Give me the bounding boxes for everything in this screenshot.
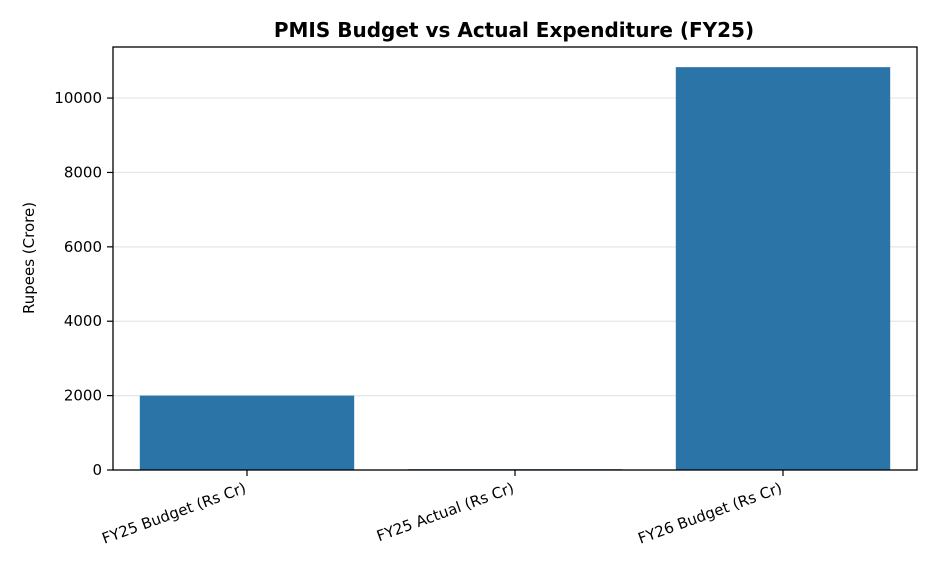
y-tick-label: 2000 <box>64 387 102 405</box>
y-axis-ticks: 0 2000 4000 6000 8000 10000 <box>54 89 113 479</box>
bars <box>139 67 891 470</box>
chart-title: PMIS Budget vs Actual Expenditure (FY25) <box>274 18 754 42</box>
x-tick-label: FY26 Budget (Rs Cr) <box>636 479 785 548</box>
bar <box>675 67 891 470</box>
y-tick-label: 8000 <box>64 163 102 181</box>
bar <box>139 395 355 470</box>
x-tick-label: FY25 Actual (Rs Cr) <box>374 479 516 545</box>
y-tick-label: 10000 <box>54 89 102 107</box>
y-tick-label: 4000 <box>64 312 102 330</box>
y-axis-label: Rupees (Crore) <box>20 202 38 314</box>
y-tick-label: 6000 <box>64 238 102 256</box>
x-tick-label: FY25 Budget (Rs Cr) <box>100 479 249 548</box>
y-tick-label: 0 <box>92 461 102 479</box>
x-axis-ticks: FY25 Budget (Rs Cr) FY25 Actual (Rs Cr) FY… <box>100 470 785 548</box>
